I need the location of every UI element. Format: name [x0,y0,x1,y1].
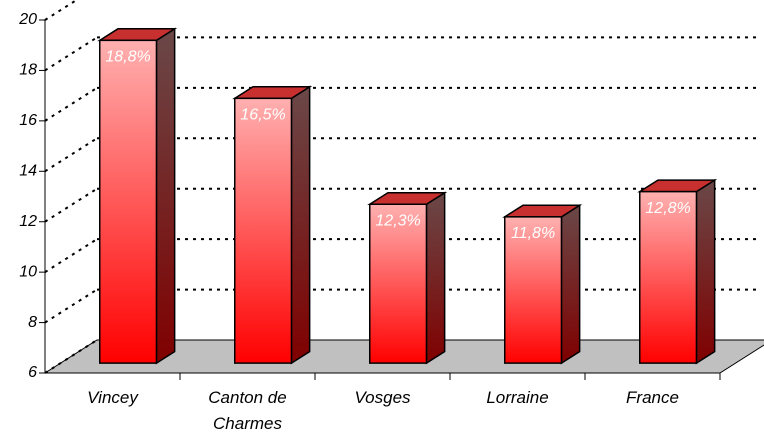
bar [639,190,698,364]
y-tick-label: 8 [28,314,37,331]
y-tick-label: 6 [28,364,37,381]
value-label: 12,8% [645,200,690,217]
bar-side [290,85,311,365]
y-tick-label: 18 [19,62,37,79]
value-label: 12,3% [375,212,420,229]
x-tick-label: Vincey [87,388,138,407]
value-label: 16,5% [240,107,285,124]
grid-line-side [44,288,98,324]
bar [99,39,158,364]
grid-line-side [44,36,98,72]
grid-line-side [44,87,98,122]
bar-side [425,191,446,365]
grid-line-side [44,238,98,273]
bar [369,203,428,364]
bar [504,216,563,364]
x-tick-label: Lorraine [486,388,549,407]
bar-side [155,27,176,365]
bar-side [560,203,581,365]
grid-line-side [44,187,98,223]
x-tick-label: Canton de Charmes [208,388,287,433]
bar [234,97,293,364]
grid-line-side [44,339,98,374]
y-tick-label: 12 [19,213,37,230]
bar-side [695,178,716,365]
value-label: 18,8% [105,49,150,66]
x-tick-label: Vosges [354,388,411,407]
grid-line-side [44,137,98,173]
y-tick-label: 14 [19,163,37,180]
y-tick-label: 20 [18,11,37,28]
y-tick-label: 16 [19,112,37,129]
x-tick-label: France [626,388,679,407]
grid-line-side [44,0,79,21]
y-tick-label: 10 [19,263,37,280]
value-label: 11,8% [511,225,555,242]
